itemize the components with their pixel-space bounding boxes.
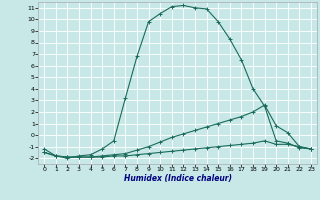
X-axis label: Humidex (Indice chaleur): Humidex (Indice chaleur) — [124, 174, 232, 183]
